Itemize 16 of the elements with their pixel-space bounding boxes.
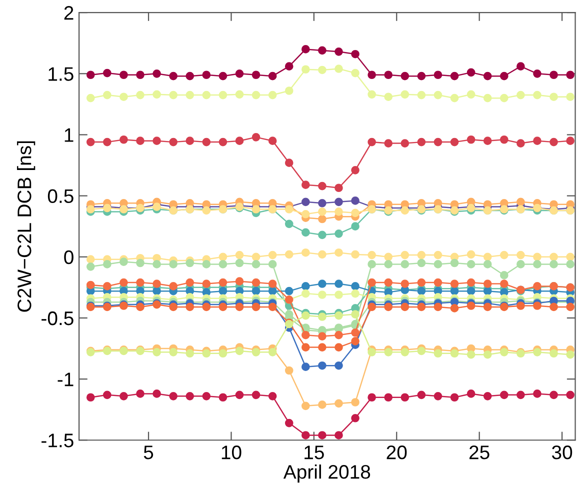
x-tick-label: 25: [470, 446, 490, 460]
x-tick-label: 30: [552, 446, 572, 460]
y-tick-label: -1.5: [42, 434, 74, 448]
y-tick-label: 0: [64, 250, 74, 264]
y-tick-label: 1.5: [48, 67, 74, 81]
y-tick-label: 2: [64, 6, 74, 20]
x-tick-label: 15: [304, 446, 324, 460]
x-tick-label: 10: [222, 446, 242, 460]
y-axis-title: C2W−C2L DCB [ns]: [17, 141, 36, 312]
x-tick-label: 5: [144, 446, 154, 460]
y-tick-label: 1: [64, 128, 74, 142]
x-tick-label: 20: [386, 446, 407, 460]
y-tick-label: 0.5: [48, 189, 74, 204]
x-axis-title: April 2018: [283, 464, 370, 483]
y-tick-label: -1: [58, 372, 74, 386]
y-tick-label: -0.5: [42, 311, 74, 326]
